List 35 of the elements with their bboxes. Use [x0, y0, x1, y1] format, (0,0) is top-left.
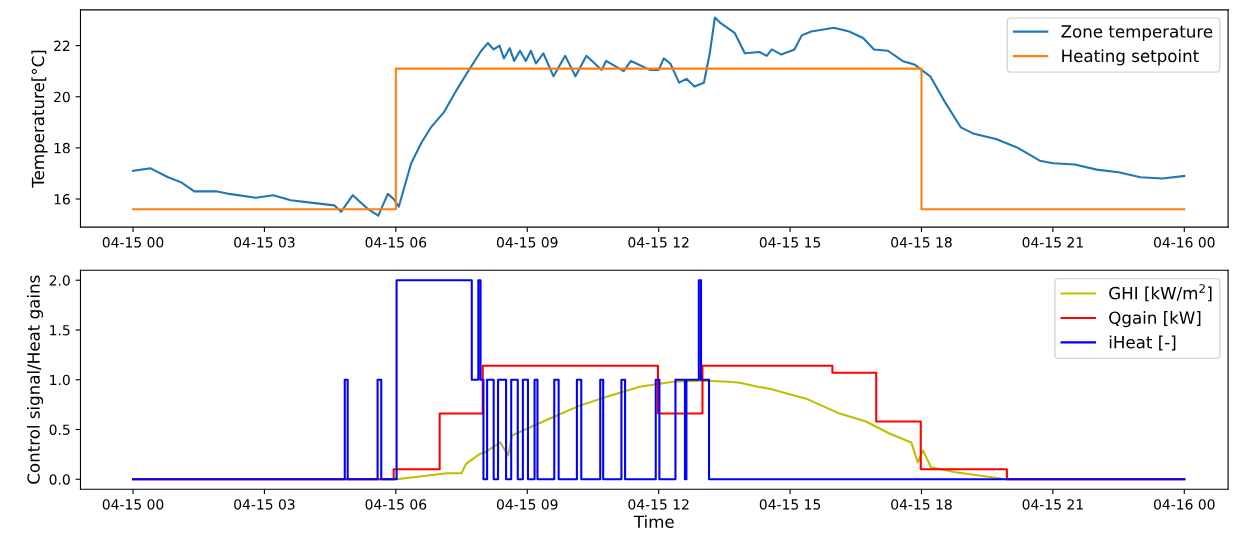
x-tick-label: 04-15 18: [891, 499, 952, 510]
y-tick-label: 1.5: [50, 325, 70, 336]
x-tick-label: 04-15 06: [365, 237, 427, 248]
legend-label: GHI [kW/m$^{2}$]: [1109, 284, 1212, 302]
y-tick-label: 2.0: [49, 275, 70, 286]
x-tick-label: 04-15 03: [234, 237, 295, 248]
y-tick-label: 22: [54, 40, 70, 51]
y-tick-label: 20: [54, 91, 70, 103]
y-tick-label: 0.5: [49, 424, 70, 435]
legend-label: Heating setpoint: [1062, 49, 1199, 66]
x-tick-label: 04-15 00: [102, 237, 164, 248]
x-tick-label: 04-16 00: [1153, 237, 1215, 248]
x-tick-label: 04-15 12: [628, 237, 689, 248]
x-tick-label: 04-15 21: [1022, 237, 1083, 248]
legend-label: Zone temperature: [1061, 25, 1213, 41]
y-tick-label: 1.0: [50, 374, 70, 386]
y-axis-title: Control signal/Heat gains: [26, 275, 44, 484]
x-tick-label: 04-16 00: [1153, 499, 1215, 510]
x-tick-label: 04-15 09: [496, 499, 558, 510]
y-tick-label: 16: [54, 193, 70, 205]
legend-label: Qgain [kW]: [1109, 311, 1201, 328]
x-tick-label: 04-15 15: [759, 237, 821, 248]
x-tick-label: 04-15 06: [365, 499, 427, 510]
x-tick-label: 04-15 12: [628, 499, 689, 510]
y-axis-title: Temperature[°C]: [31, 50, 48, 188]
x-tick-label: 04-15 09: [496, 237, 558, 248]
legend-label: iHeat [-]: [1109, 335, 1176, 351]
x-tick-label: 04-15 21: [1022, 499, 1083, 510]
x-tick-label: 04-15 18: [891, 237, 952, 248]
x-axis-title: Time: [633, 515, 674, 529]
y-tick-label: 18: [54, 142, 70, 154]
x-tick-label: 04-15 00: [102, 499, 164, 510]
x-tick-label: 04-15 15: [759, 499, 821, 510]
x-tick-label: 04-15 03: [234, 499, 295, 510]
y-tick-label: 0.0: [49, 474, 70, 485]
